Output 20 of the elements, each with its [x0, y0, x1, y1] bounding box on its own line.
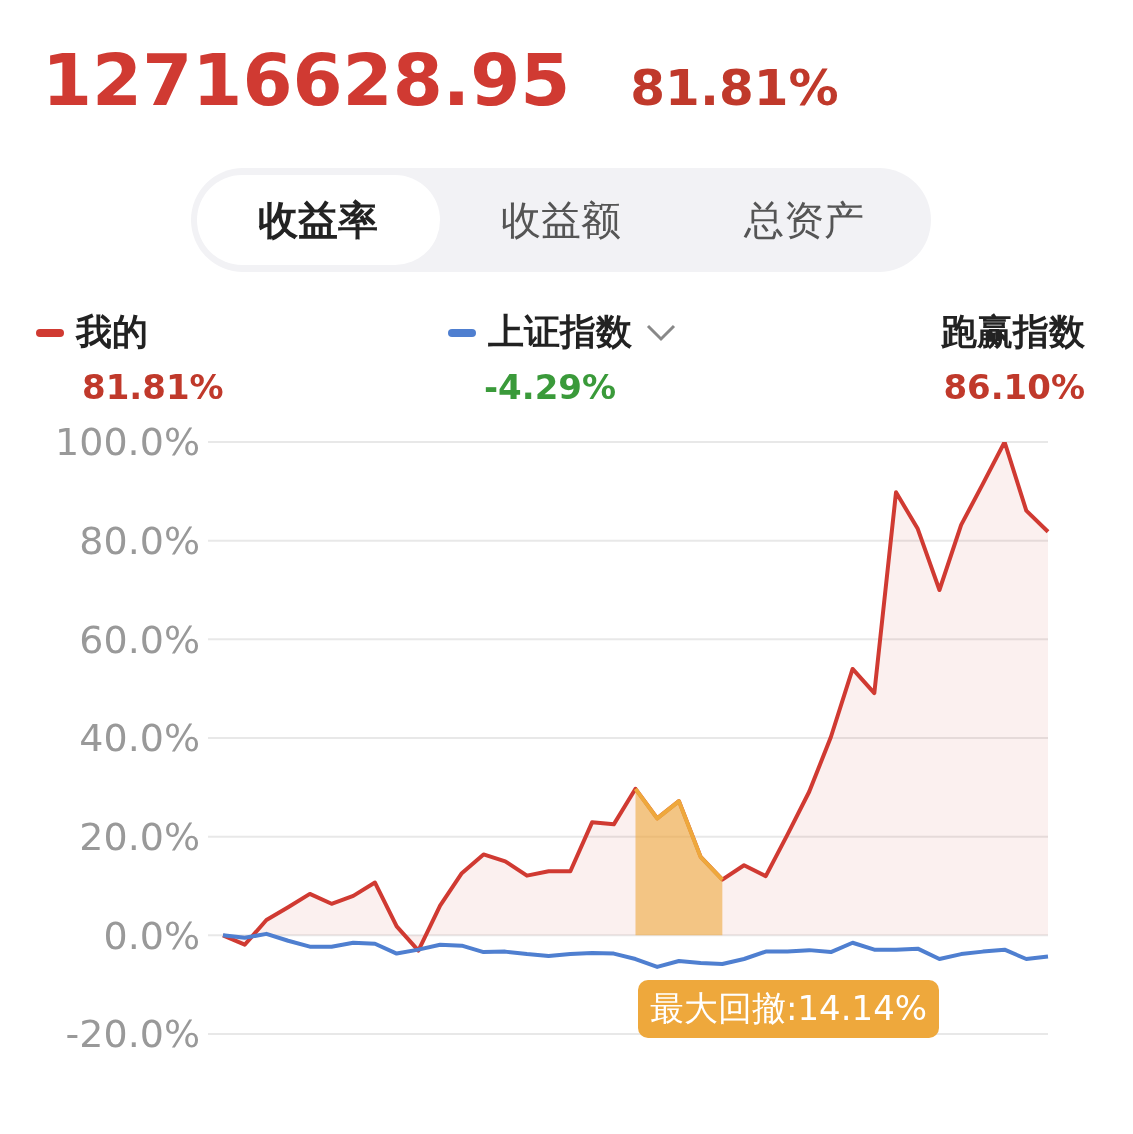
- text: 跑赢指数: [941, 310, 1085, 354]
- chart-subtitle: 81.81%: [630, 59, 839, 117]
- legend-label: 上证指数: [487, 310, 633, 354]
- y-tick-label: 100.0%: [55, 420, 200, 465]
- y-tick-label: -20.0%: [65, 1012, 200, 1057]
- line-series: [221, 931, 1050, 969]
- y-tick-label: 0.0%: [103, 913, 200, 958]
- chart-title: 12716628.95: [42, 38, 571, 122]
- y-tick-label: 40.0%: [79, 716, 200, 761]
- text: -4.29%: [484, 367, 618, 407]
- text: 收益额: [500, 195, 622, 245]
- y-tick-label: 60.0%: [79, 617, 200, 662]
- text: 81.81%: [82, 367, 224, 407]
- annotation: 最大回撤:14.14%: [638, 980, 940, 1038]
- legend-label: 我的: [74, 310, 149, 354]
- y-tick-label: 80.0%: [79, 519, 200, 564]
- text: 86.10%: [942, 367, 1085, 407]
- text: 总资产: [742, 195, 865, 245]
- text: 收益率: [197, 175, 440, 265]
- y-tick-label: 20.0%: [79, 815, 200, 860]
